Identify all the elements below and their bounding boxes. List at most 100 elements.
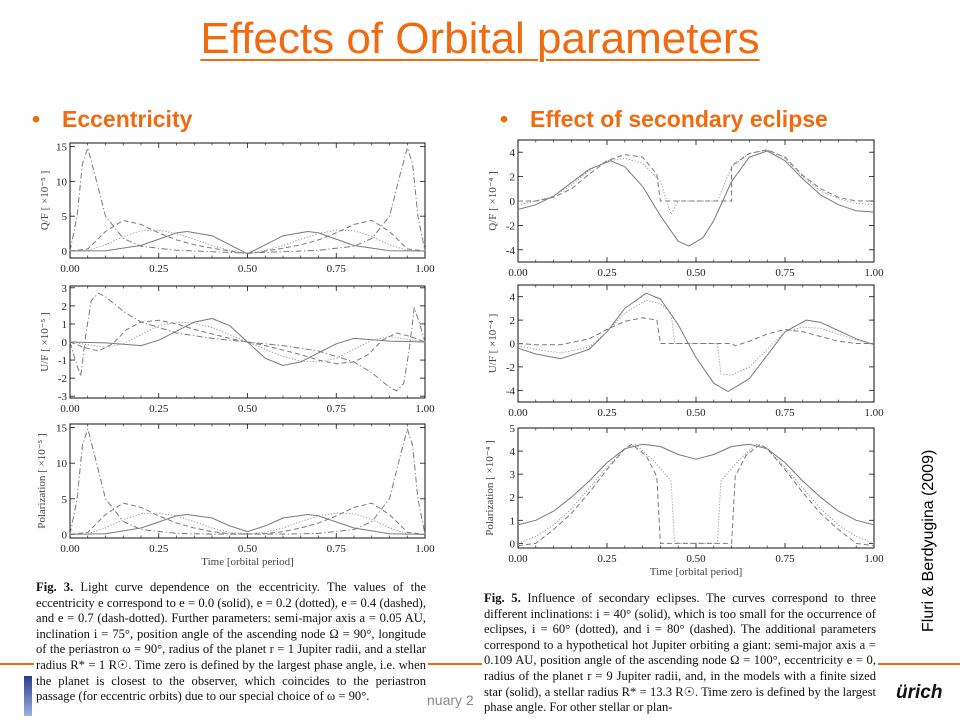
series-line-dashed [69,219,426,255]
x-tick-label: 0.75 [327,403,347,415]
y-tick-label: 5 [510,423,516,435]
x-axis-label: Time [orbital period] [201,556,293,568]
series-line-dashed [517,443,875,547]
caption-text: Light curve dependence on the eccentrici… [36,580,426,704]
series-line-solid [517,443,875,526]
y-axis-label: Q/F [ ×10⁻⁵ ] [39,171,51,231]
y-axis-label: Polarization [ ×10⁻⁴ ] [484,440,496,536]
y-tick-label: -1 [58,355,67,367]
series-line-dotted [517,299,875,376]
footer-divider-left [0,663,34,665]
x-tick-label: 0.00 [508,267,528,279]
series-line-dotted [69,229,426,255]
y-tick-label: 0 [510,538,516,550]
y-tick-label: -2 [506,220,515,232]
series-line-solid [69,514,426,535]
x-tick-label: 0.50 [238,263,258,275]
y-tick-label: 4 [510,446,516,458]
y-tick-label: 0 [62,529,68,541]
x-tick-label: 0.75 [775,267,795,279]
series-line-dashdot [69,147,426,254]
x-tick-label: 0.25 [149,403,169,415]
y-tick-label: 1 [62,319,68,331]
y-tick-label: 10 [56,458,68,470]
bullet-label: Effect of secondary eclipse [530,106,828,132]
x-tick-label: 0.25 [597,407,617,419]
y-tick-label: 5 [62,211,68,223]
y-axis-label: U/F [ ×10⁻⁵ ] [39,312,51,372]
y-tick-label: 0 [510,339,516,351]
plot-frame [69,142,426,259]
x-tick-label: 0.00 [60,403,80,415]
x-tick-label: 1.00 [864,407,884,419]
y-tick-label: 15 [56,141,68,153]
bullet-marker: • [500,106,509,132]
y-tick-label: -4 [506,245,516,257]
y-tick-label: -4 [506,385,516,397]
x-tick-label: 0.75 [327,263,347,275]
x-tick-label: 0.25 [597,267,617,279]
bullet-secondary-eclipse: • Effect of secondary eclipse [500,106,828,133]
y-axis-label: U/F [ ×10⁻⁴ ] [487,314,499,374]
y-tick-label: 10 [56,176,68,188]
y-axis-label: Q/F [ ×10⁻⁴ ] [487,171,499,231]
footer-date: nuary 2 [427,692,474,708]
x-tick-label: 1.00 [864,553,884,565]
x-tick-label: 0.75 [775,553,795,565]
y-tick-label: -2 [506,362,515,374]
x-tick-label: 0.75 [775,407,795,419]
x-tick-label: 1.00 [415,403,435,415]
y-tick-label: 15 [56,423,68,435]
x-tick-label: 0.50 [686,553,706,565]
x-tick-label: 0.25 [597,553,617,565]
series-line-solid [517,150,875,247]
plot-frame [517,427,875,549]
bullet-marker: • [32,106,41,132]
series-line-dotted [517,443,875,544]
y-tick-label: 2 [510,172,516,184]
x-tick-label: 0.00 [60,543,80,555]
x-tick-label: 1.00 [415,263,435,275]
series-line-solid [517,292,875,392]
y-tick-label: 0 [62,246,68,258]
x-tick-label: 0.00 [508,553,528,565]
figure-5-caption: Fig. 5. Influence of secondary eclipses.… [484,591,876,716]
slide-title: Effects of Orbital parameters [200,14,760,63]
caption-label: Fig. 5. [484,591,521,605]
series-line-dashdot [69,292,426,392]
y-tick-label: 3 [510,469,516,481]
x-tick-label: 0.75 [327,543,347,555]
footer-divider-right [878,663,960,665]
y-tick-label: 2 [510,492,516,504]
series-line-dashed [69,319,426,365]
x-tick-label: 1.00 [864,267,884,279]
footer-divider-mid [428,663,482,665]
x-tick-label: 0.50 [238,403,258,415]
x-tick-label: 0.00 [508,407,528,419]
y-tick-label: -3 [58,391,68,403]
bullet-label: Eccentricity [62,106,193,132]
caption-text: Influence of secondary eclipses. The cur… [484,591,876,715]
caption-label: Fig. 3. [36,580,74,594]
y-tick-label: 2 [510,315,516,327]
footer-institution: ürich [896,682,943,703]
x-tick-label: 0.00 [60,263,80,275]
y-tick-label: 3 [62,283,68,295]
x-tick-label: 1.00 [415,543,435,555]
x-tick-label: 0.25 [149,543,169,555]
x-tick-label: 0.50 [238,543,258,555]
bullet-eccentricity: • Eccentricity [32,106,192,133]
y-tick-label: 4 [510,292,516,304]
citation-credit: Fluri & Berdyugina (2009) [920,449,937,632]
y-tick-label: 5 [62,494,68,506]
y-tick-label: 4 [510,147,516,159]
x-axis-label: Time [orbital period] [650,566,742,578]
y-tick-label: 0 [62,337,68,349]
y-tick-label: 1 [510,515,516,527]
y-tick-label: 0 [510,196,516,208]
series-line-dashed [518,149,874,202]
series-line-dashdot [69,428,426,535]
series-line-dashed [517,317,874,347]
y-axis-label: Polarization [ ×10⁻⁵ ] [36,433,48,529]
